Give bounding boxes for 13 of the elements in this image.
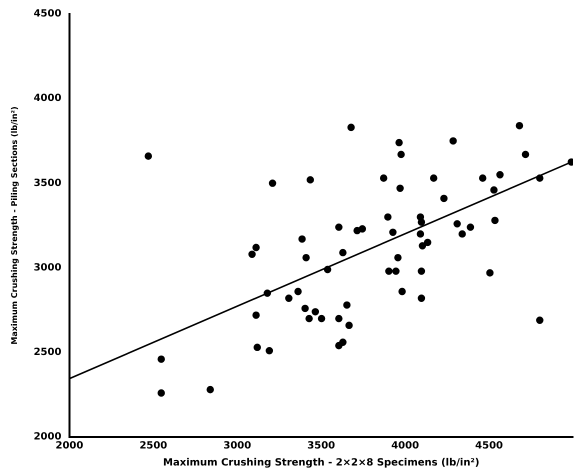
- y-tick-label: 2500: [34, 346, 62, 358]
- x-tick-label: 3500: [307, 440, 336, 452]
- x-axis-title: Maximum Crushing Strength - 2×2×8 Specimens (lb/in²): [163, 458, 480, 469]
- y-tick-label: 4500: [34, 8, 62, 20]
- y-axis-title: Maximum Crushing Strength - Piling Sections (lb/in²): [10, 106, 19, 345]
- y-tick-label: 3500: [34, 178, 62, 189]
- x-tick-label: 4500: [475, 440, 504, 452]
- x-tick-label: 2500: [139, 440, 168, 452]
- x-tick-label: 4000: [391, 440, 420, 452]
- y-tick-label: 4000: [34, 93, 62, 104]
- x-tick-label: 2000: [56, 440, 84, 452]
- x-tick-label: 3000: [223, 440, 252, 452]
- y-tick-label: 3000: [34, 262, 62, 274]
